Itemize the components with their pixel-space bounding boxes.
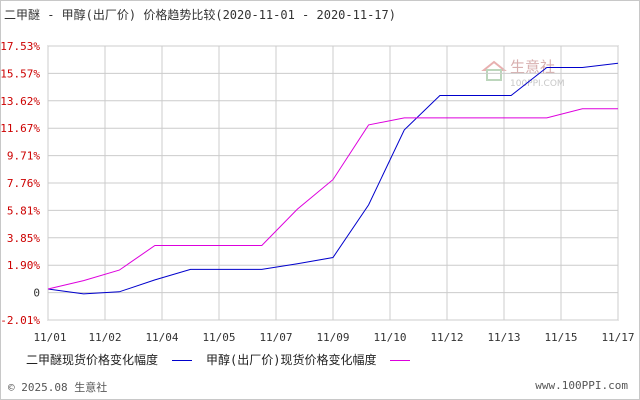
x-tick-label: 11/15 (544, 331, 577, 344)
watermark-brand: 生意社 (510, 58, 555, 76)
x-tick-label: 11/09 (316, 331, 349, 344)
y-tick-label: 5.81% (7, 204, 40, 217)
legend-label-series-1: 二甲醚现货价格变化幅度 (26, 353, 159, 367)
x-tick-label: 11/05 (202, 331, 235, 344)
grid-layer (47, 45, 619, 321)
y-tick-label: 11.67% (0, 122, 40, 135)
series-line-2 (47, 108, 618, 290)
x-tick-label: 11/12 (430, 331, 463, 344)
x-tick-label: 11/10 (373, 331, 406, 344)
x-tick-label: 11/07 (259, 331, 292, 344)
y-tick-label: 0 (33, 287, 40, 300)
watermark-logo: 生意社 100PPI.COM (480, 52, 590, 96)
y-tick-label: 17.53% (0, 40, 40, 53)
x-tick-label: 11/02 (88, 331, 121, 344)
legend-swatch-series-2 (390, 360, 411, 361)
y-tick-label: 7.76% (7, 177, 40, 190)
x-tick-label: 11/17 (601, 331, 634, 344)
legend-swatch-series-1 (172, 360, 193, 361)
y-tick-label: -2.01% (0, 314, 40, 327)
watermark-house-icon: 生意社 100PPI.COM (481, 58, 565, 89)
footer-copyright: © 2025.08 生意社 (8, 381, 108, 394)
watermark-url: 100PPI.COM (510, 79, 565, 89)
chart-title: 二甲醚 - 甲醇(出厂价) 价格趋势比较(2020-11-01 - 2020-1… (4, 8, 396, 22)
y-tick-label: 3.85% (7, 232, 40, 245)
footer-site-link[interactable]: www.100PPI.com (535, 379, 628, 392)
series-layer (47, 62, 619, 295)
y-tick-label: 13.62% (0, 95, 40, 108)
x-tick-labels: 11/01 11/02 11/04 11/05 11/07 11/09 11/10 11/12… (33, 331, 634, 344)
y-tick-label: 15.57% (0, 67, 40, 80)
series-line-1 (47, 62, 619, 295)
legend: 二甲醚现货价格变化幅度 甲醇(出厂价)现货价格变化幅度 (26, 351, 424, 368)
x-tick-label: 11/01 (33, 331, 66, 344)
y-tick-label: 9.71% (7, 150, 40, 163)
legend-label-series-2: 甲醇(出厂价)现货价格变化幅度 (206, 353, 377, 367)
x-tick-label: 11/04 (145, 331, 178, 344)
y-tick-label: 1.90% (7, 259, 40, 272)
x-tick-label: 11/13 (487, 331, 520, 344)
y-tick-labels: 17.53% 15.57% 13.62% 11.67% 9.71% 7.76% 5.81% 3… (0, 40, 40, 327)
